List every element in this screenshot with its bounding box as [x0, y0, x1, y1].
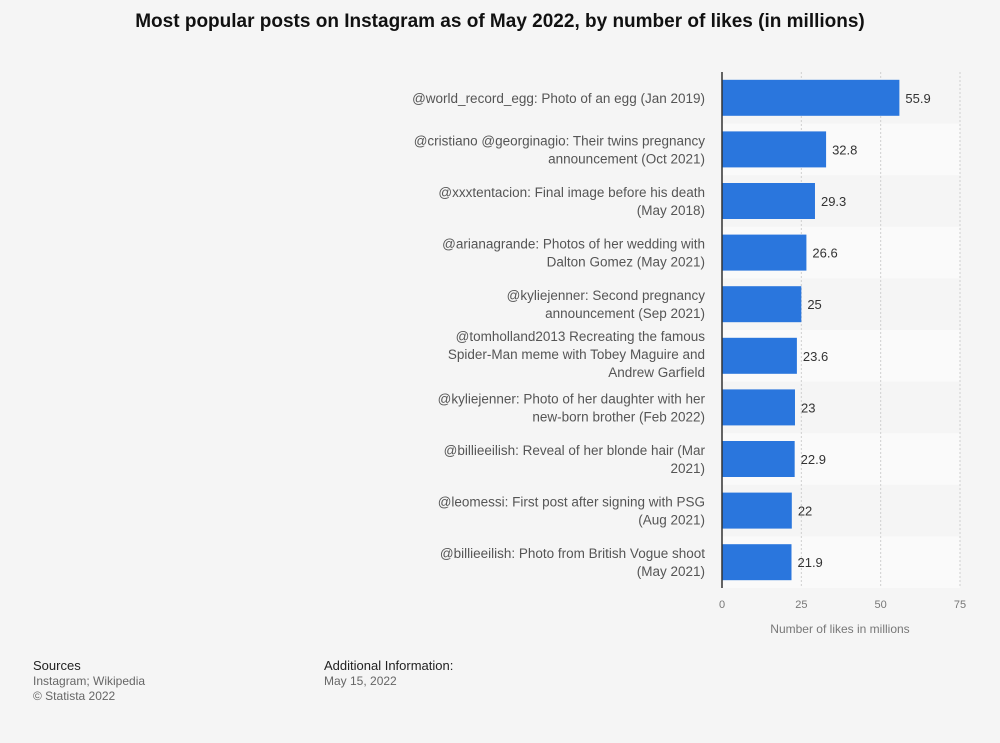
value-label: 32.8: [832, 142, 857, 157]
value-label: 55.9: [905, 91, 930, 106]
sources-block: Sources Instagram; Wikipedia © Statista …: [33, 658, 145, 704]
copyright-text: © Statista 2022: [33, 689, 116, 703]
bar[interactable]: [722, 79, 900, 116]
additional-info-heading: Additional Information:: [324, 658, 454, 673]
bar[interactable]: [722, 492, 792, 529]
category-label: @billieeilish: Photo from British Vogue …: [440, 546, 705, 579]
bars: [722, 79, 900, 581]
category-labels: @world_record_egg: Photo of an egg (Jan …: [412, 91, 705, 579]
value-label: 26.6: [812, 246, 837, 261]
category-label: @xxxtentacion: Final image before his de…: [438, 185, 705, 218]
category-label: @tomholland2013 Recreating the famous Spi…: [448, 329, 705, 380]
category-label: @cristiano @georginagio: Their twins pre…: [414, 133, 706, 166]
bar[interactable]: [722, 389, 795, 426]
bar[interactable]: [722, 544, 792, 581]
category-label: @leomessi: First post after signing with…: [438, 495, 705, 528]
x-axis-label: Number of likes in millions: [770, 622, 909, 636]
category-label: @world_record_egg: Photo of an egg (Jan …: [412, 91, 705, 106]
x-tick-label: 25: [795, 599, 807, 611]
value-labels: 55.9 32.8 29.3 26.6 25 23.6 23 22.9 22 21.9: [797, 91, 930, 570]
x-tick-label: 50: [875, 599, 887, 611]
release-date: May 15, 2022: [324, 674, 397, 688]
x-tick-label: 75: [954, 599, 966, 611]
x-axis-ticks: 0 25 50 75: [719, 599, 966, 611]
value-label: 23: [801, 400, 815, 415]
value-label: 23.6: [803, 349, 828, 364]
category-label: @kyliejenner: Photo of her daughter with…: [438, 391, 706, 424]
value-label: 29.3: [821, 194, 846, 209]
category-label: @billieeilish: Reveal of her blonde hair…: [444, 443, 706, 476]
sources-text[interactable]: Instagram; Wikipedia: [33, 674, 146, 688]
x-tick-label: 0: [719, 599, 725, 611]
value-label: 22: [798, 504, 812, 519]
category-label: @kyliejenner: Second pregnancy announceme…: [507, 288, 706, 321]
sources-heading: Sources: [33, 658, 81, 673]
bar[interactable]: [722, 183, 815, 219]
value-label: 21.9: [797, 555, 822, 570]
value-label: 25: [807, 297, 821, 312]
additional-info-block: Additional Information: May 15, 2022: [324, 658, 453, 689]
value-label: 22.9: [801, 452, 826, 467]
bar[interactable]: [722, 286, 802, 323]
bar[interactable]: [722, 441, 795, 477]
bar[interactable]: [722, 337, 797, 374]
category-label: @arianagrande: Photos of her wedding wit…: [442, 237, 705, 270]
bar[interactable]: [722, 234, 807, 271]
chart-title: Most popular posts on Instagram as of Ma…: [135, 11, 865, 32]
bar[interactable]: [722, 131, 827, 168]
